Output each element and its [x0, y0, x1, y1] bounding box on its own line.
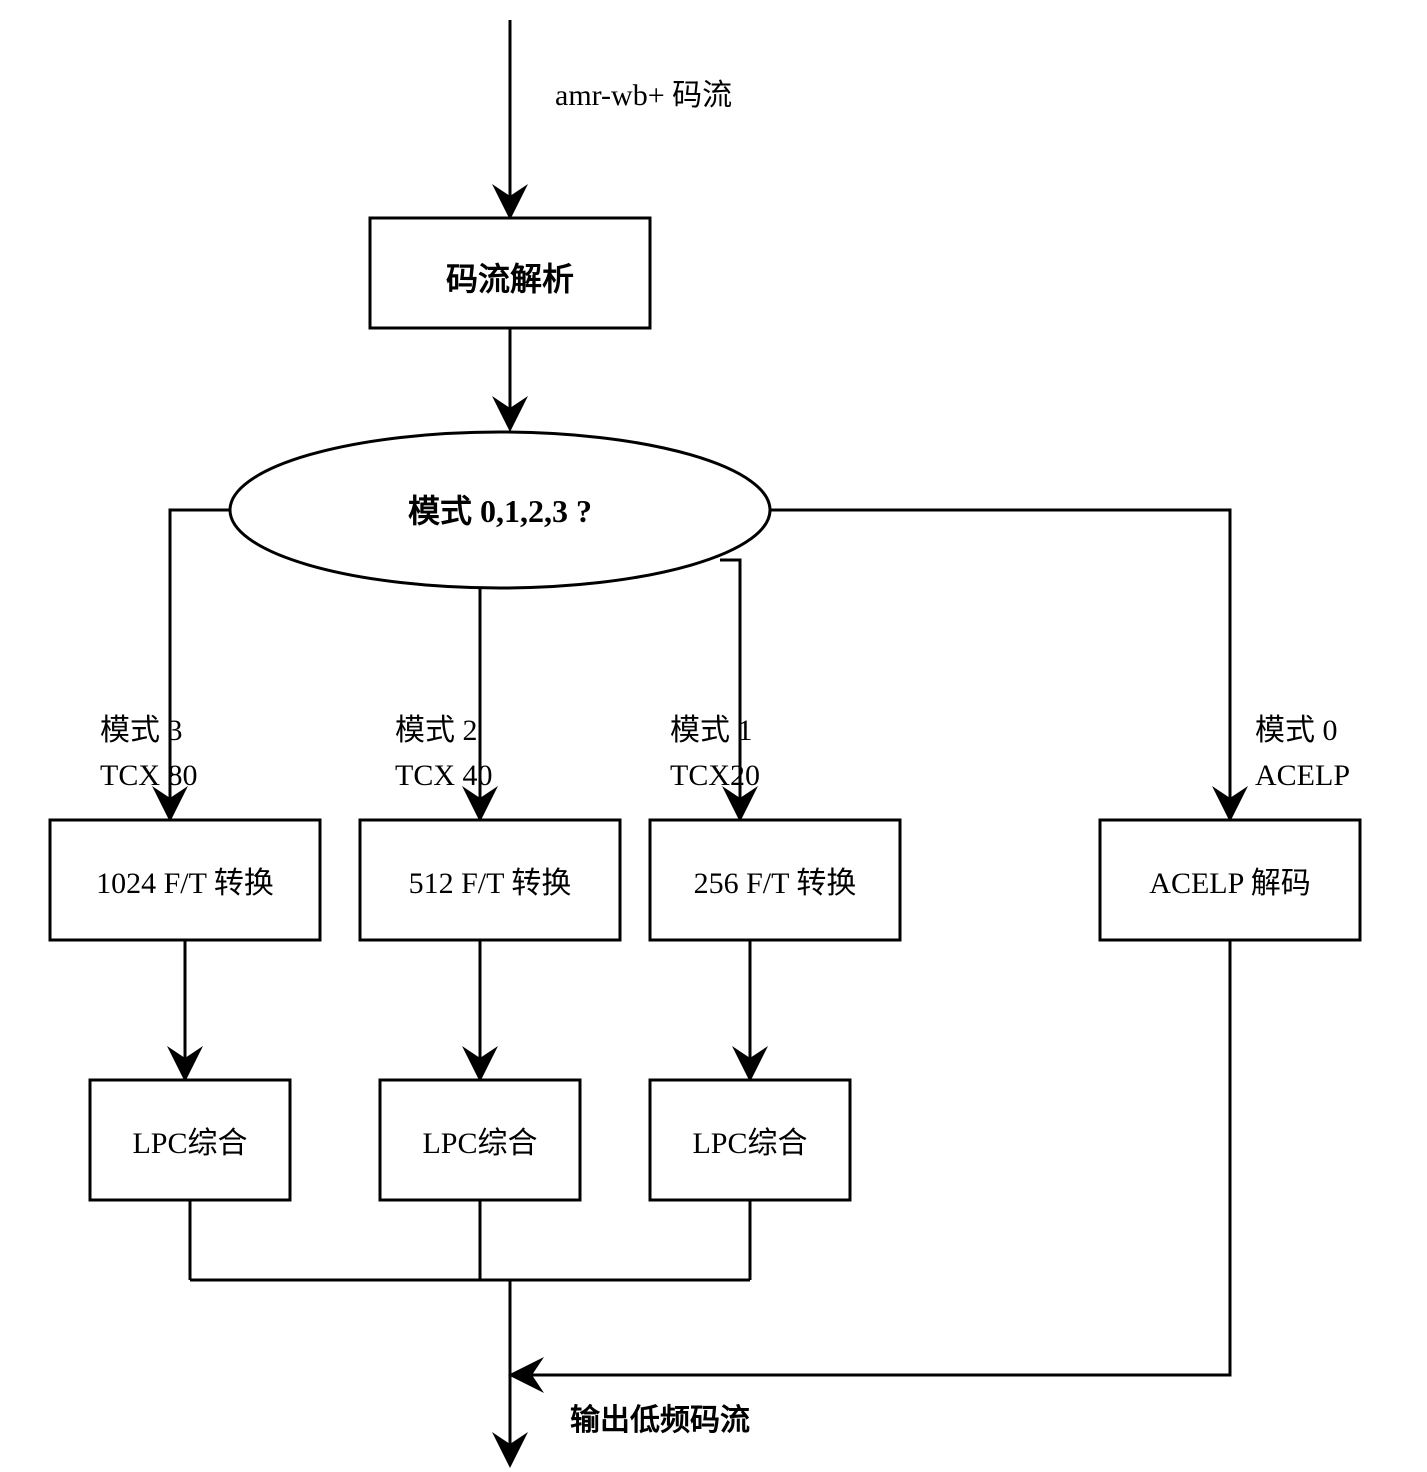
parse-label: 码流解析	[446, 261, 574, 297]
branch1-title: 模式 1	[670, 714, 753, 747]
branch3-sub: TCX 80	[100, 759, 198, 792]
branch0-sub: ACELP	[1255, 759, 1350, 792]
ft1-label: 256 F/T 转换	[694, 867, 857, 900]
decision-label: 模式 0,1,2,3 ?	[408, 493, 592, 529]
lpc2-label: LPC综合	[422, 1127, 537, 1160]
branch0-line	[770, 510, 1230, 816]
input-label: amr-wb+ 码流	[555, 79, 732, 112]
branch0-title: 模式 0	[1255, 714, 1338, 747]
ft2-label: 512 F/T 转换	[409, 867, 572, 900]
output-label: 输出低频码流	[570, 1404, 750, 1437]
ft3-label: 1024 F/T 转换	[96, 867, 274, 900]
branch1-sub: TCX20	[670, 759, 760, 792]
branch3-title: 模式 3	[100, 714, 183, 747]
branch2-sub: TCX 40	[395, 759, 493, 792]
acelp-label: ACELP 解码	[1149, 867, 1310, 900]
flowchart-svg: amr-wb+ 码流 码流解析 模式 0,1,2,3 ? 模式 3 TCX 80…	[0, 0, 1427, 1472]
lpc1-label: LPC综合	[692, 1127, 807, 1160]
lpc3-label: LPC综合	[132, 1127, 247, 1160]
acelp-merge-line	[514, 940, 1230, 1375]
branch2-title: 模式 2	[395, 714, 478, 747]
